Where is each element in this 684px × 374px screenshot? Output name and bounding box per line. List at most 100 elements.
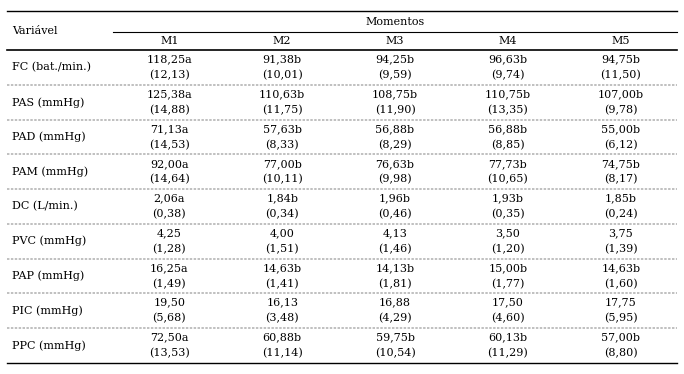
Text: PAP (mmHg): PAP (mmHg) [12, 271, 85, 281]
Text: (10,11): (10,11) [262, 174, 302, 184]
Text: 76,63b: 76,63b [376, 159, 415, 169]
Text: (11,50): (11,50) [601, 70, 641, 80]
Text: (1,28): (1,28) [153, 244, 186, 254]
Text: M1: M1 [160, 36, 179, 46]
Text: PPC (mmHg): PPC (mmHg) [12, 340, 86, 351]
Text: (8,17): (8,17) [604, 174, 637, 184]
Text: (1,49): (1,49) [153, 278, 186, 289]
Text: 57,00b: 57,00b [601, 332, 640, 343]
Text: 110,75b: 110,75b [485, 89, 531, 99]
Text: 57,63b: 57,63b [263, 124, 302, 134]
Text: 3,75: 3,75 [608, 228, 633, 238]
Text: (14,88): (14,88) [149, 105, 189, 115]
Text: (10,01): (10,01) [262, 70, 302, 80]
Text: (14,64): (14,64) [149, 174, 189, 184]
Text: 59,75b: 59,75b [376, 332, 415, 343]
Text: (9,74): (9,74) [491, 70, 525, 80]
Text: (0,24): (0,24) [604, 209, 637, 219]
Text: PAM (mmHg): PAM (mmHg) [12, 166, 88, 177]
Text: 77,00b: 77,00b [263, 159, 302, 169]
Text: 1,96b: 1,96b [379, 193, 411, 203]
Text: (0,38): (0,38) [153, 209, 186, 219]
Text: 14,63b: 14,63b [263, 263, 302, 273]
Text: PAD (mmHg): PAD (mmHg) [12, 132, 86, 142]
Text: (1,77): (1,77) [491, 278, 525, 289]
Text: 19,50: 19,50 [153, 298, 185, 308]
Text: PAS (mmHg): PAS (mmHg) [12, 97, 85, 108]
Text: 110,63b: 110,63b [259, 89, 305, 99]
Text: 16,13: 16,13 [266, 298, 298, 308]
Text: 1,93b: 1,93b [492, 193, 524, 203]
Text: 71,13a: 71,13a [150, 124, 189, 134]
Text: (10,65): (10,65) [488, 174, 528, 184]
Text: 91,38b: 91,38b [263, 55, 302, 65]
Text: M5: M5 [611, 36, 630, 46]
Text: (8,80): (8,80) [604, 348, 637, 358]
Text: FC (bat./min.): FC (bat./min.) [12, 62, 91, 73]
Text: (10,54): (10,54) [375, 348, 415, 358]
Text: 14,63b: 14,63b [601, 263, 640, 273]
Text: 118,25a: 118,25a [146, 55, 192, 65]
Text: (1,81): (1,81) [378, 278, 412, 289]
Text: (5,95): (5,95) [604, 313, 637, 324]
Text: 2,06a: 2,06a [153, 193, 185, 203]
Text: 60,88b: 60,88b [263, 332, 302, 343]
Text: (8,29): (8,29) [378, 140, 412, 150]
Text: (11,75): (11,75) [262, 105, 302, 115]
Text: (11,14): (11,14) [262, 348, 302, 358]
Text: 16,88: 16,88 [379, 298, 411, 308]
Text: 56,88b: 56,88b [488, 124, 527, 134]
Text: 15,00b: 15,00b [488, 263, 527, 273]
Text: (6,12): (6,12) [604, 140, 637, 150]
Text: PVC (mmHg): PVC (mmHg) [12, 236, 87, 246]
Text: 55,00b: 55,00b [601, 124, 640, 134]
Text: (14,53): (14,53) [149, 140, 189, 150]
Text: (11,90): (11,90) [375, 105, 415, 115]
Text: M4: M4 [499, 36, 517, 46]
Text: (0,34): (0,34) [265, 209, 299, 219]
Text: M2: M2 [273, 36, 291, 46]
Text: 4,00: 4,00 [269, 228, 295, 238]
Text: DC (L/min.): DC (L/min.) [12, 201, 78, 212]
Text: (12,13): (12,13) [149, 70, 189, 80]
Text: (1,46): (1,46) [378, 244, 412, 254]
Text: 108,75b: 108,75b [372, 89, 418, 99]
Text: M3: M3 [386, 36, 404, 46]
Text: 96,63b: 96,63b [488, 55, 527, 65]
Text: (8,85): (8,85) [491, 140, 525, 150]
Text: (8,33): (8,33) [265, 140, 299, 150]
Text: (13,35): (13,35) [488, 105, 528, 115]
Text: 4,13: 4,13 [382, 228, 408, 238]
Text: 56,88b: 56,88b [376, 124, 415, 134]
Text: 17,75: 17,75 [605, 298, 637, 308]
Text: (1,39): (1,39) [604, 244, 637, 254]
Text: Momentos: Momentos [365, 17, 425, 27]
Text: 14,13b: 14,13b [376, 263, 415, 273]
Text: (9,59): (9,59) [378, 70, 412, 80]
Text: 17,50: 17,50 [492, 298, 524, 308]
Text: (9,98): (9,98) [378, 174, 412, 184]
Text: 92,00a: 92,00a [150, 159, 189, 169]
Text: 72,50a: 72,50a [150, 332, 189, 343]
Text: 1,84b: 1,84b [266, 193, 298, 203]
Text: (3,48): (3,48) [265, 313, 299, 324]
Text: (0,35): (0,35) [491, 209, 525, 219]
Text: 1,85b: 1,85b [605, 193, 637, 203]
Text: (13,53): (13,53) [149, 348, 189, 358]
Text: 4,25: 4,25 [157, 228, 182, 238]
Text: 77,73b: 77,73b [488, 159, 527, 169]
Text: (1,51): (1,51) [265, 244, 299, 254]
Text: (4,29): (4,29) [378, 313, 412, 324]
Text: (9,78): (9,78) [604, 105, 637, 115]
Text: 74,75b: 74,75b [601, 159, 640, 169]
Text: PIC (mmHg): PIC (mmHg) [12, 306, 83, 316]
Text: 3,50: 3,50 [495, 228, 521, 238]
Text: 94,75b: 94,75b [601, 55, 640, 65]
Text: 94,25b: 94,25b [376, 55, 415, 65]
Text: (11,29): (11,29) [488, 348, 528, 358]
Text: (1,41): (1,41) [265, 278, 299, 289]
Text: 60,13b: 60,13b [488, 332, 527, 343]
Text: (1,60): (1,60) [604, 278, 637, 289]
Text: (1,20): (1,20) [491, 244, 525, 254]
Text: 107,00b: 107,00b [598, 89, 644, 99]
